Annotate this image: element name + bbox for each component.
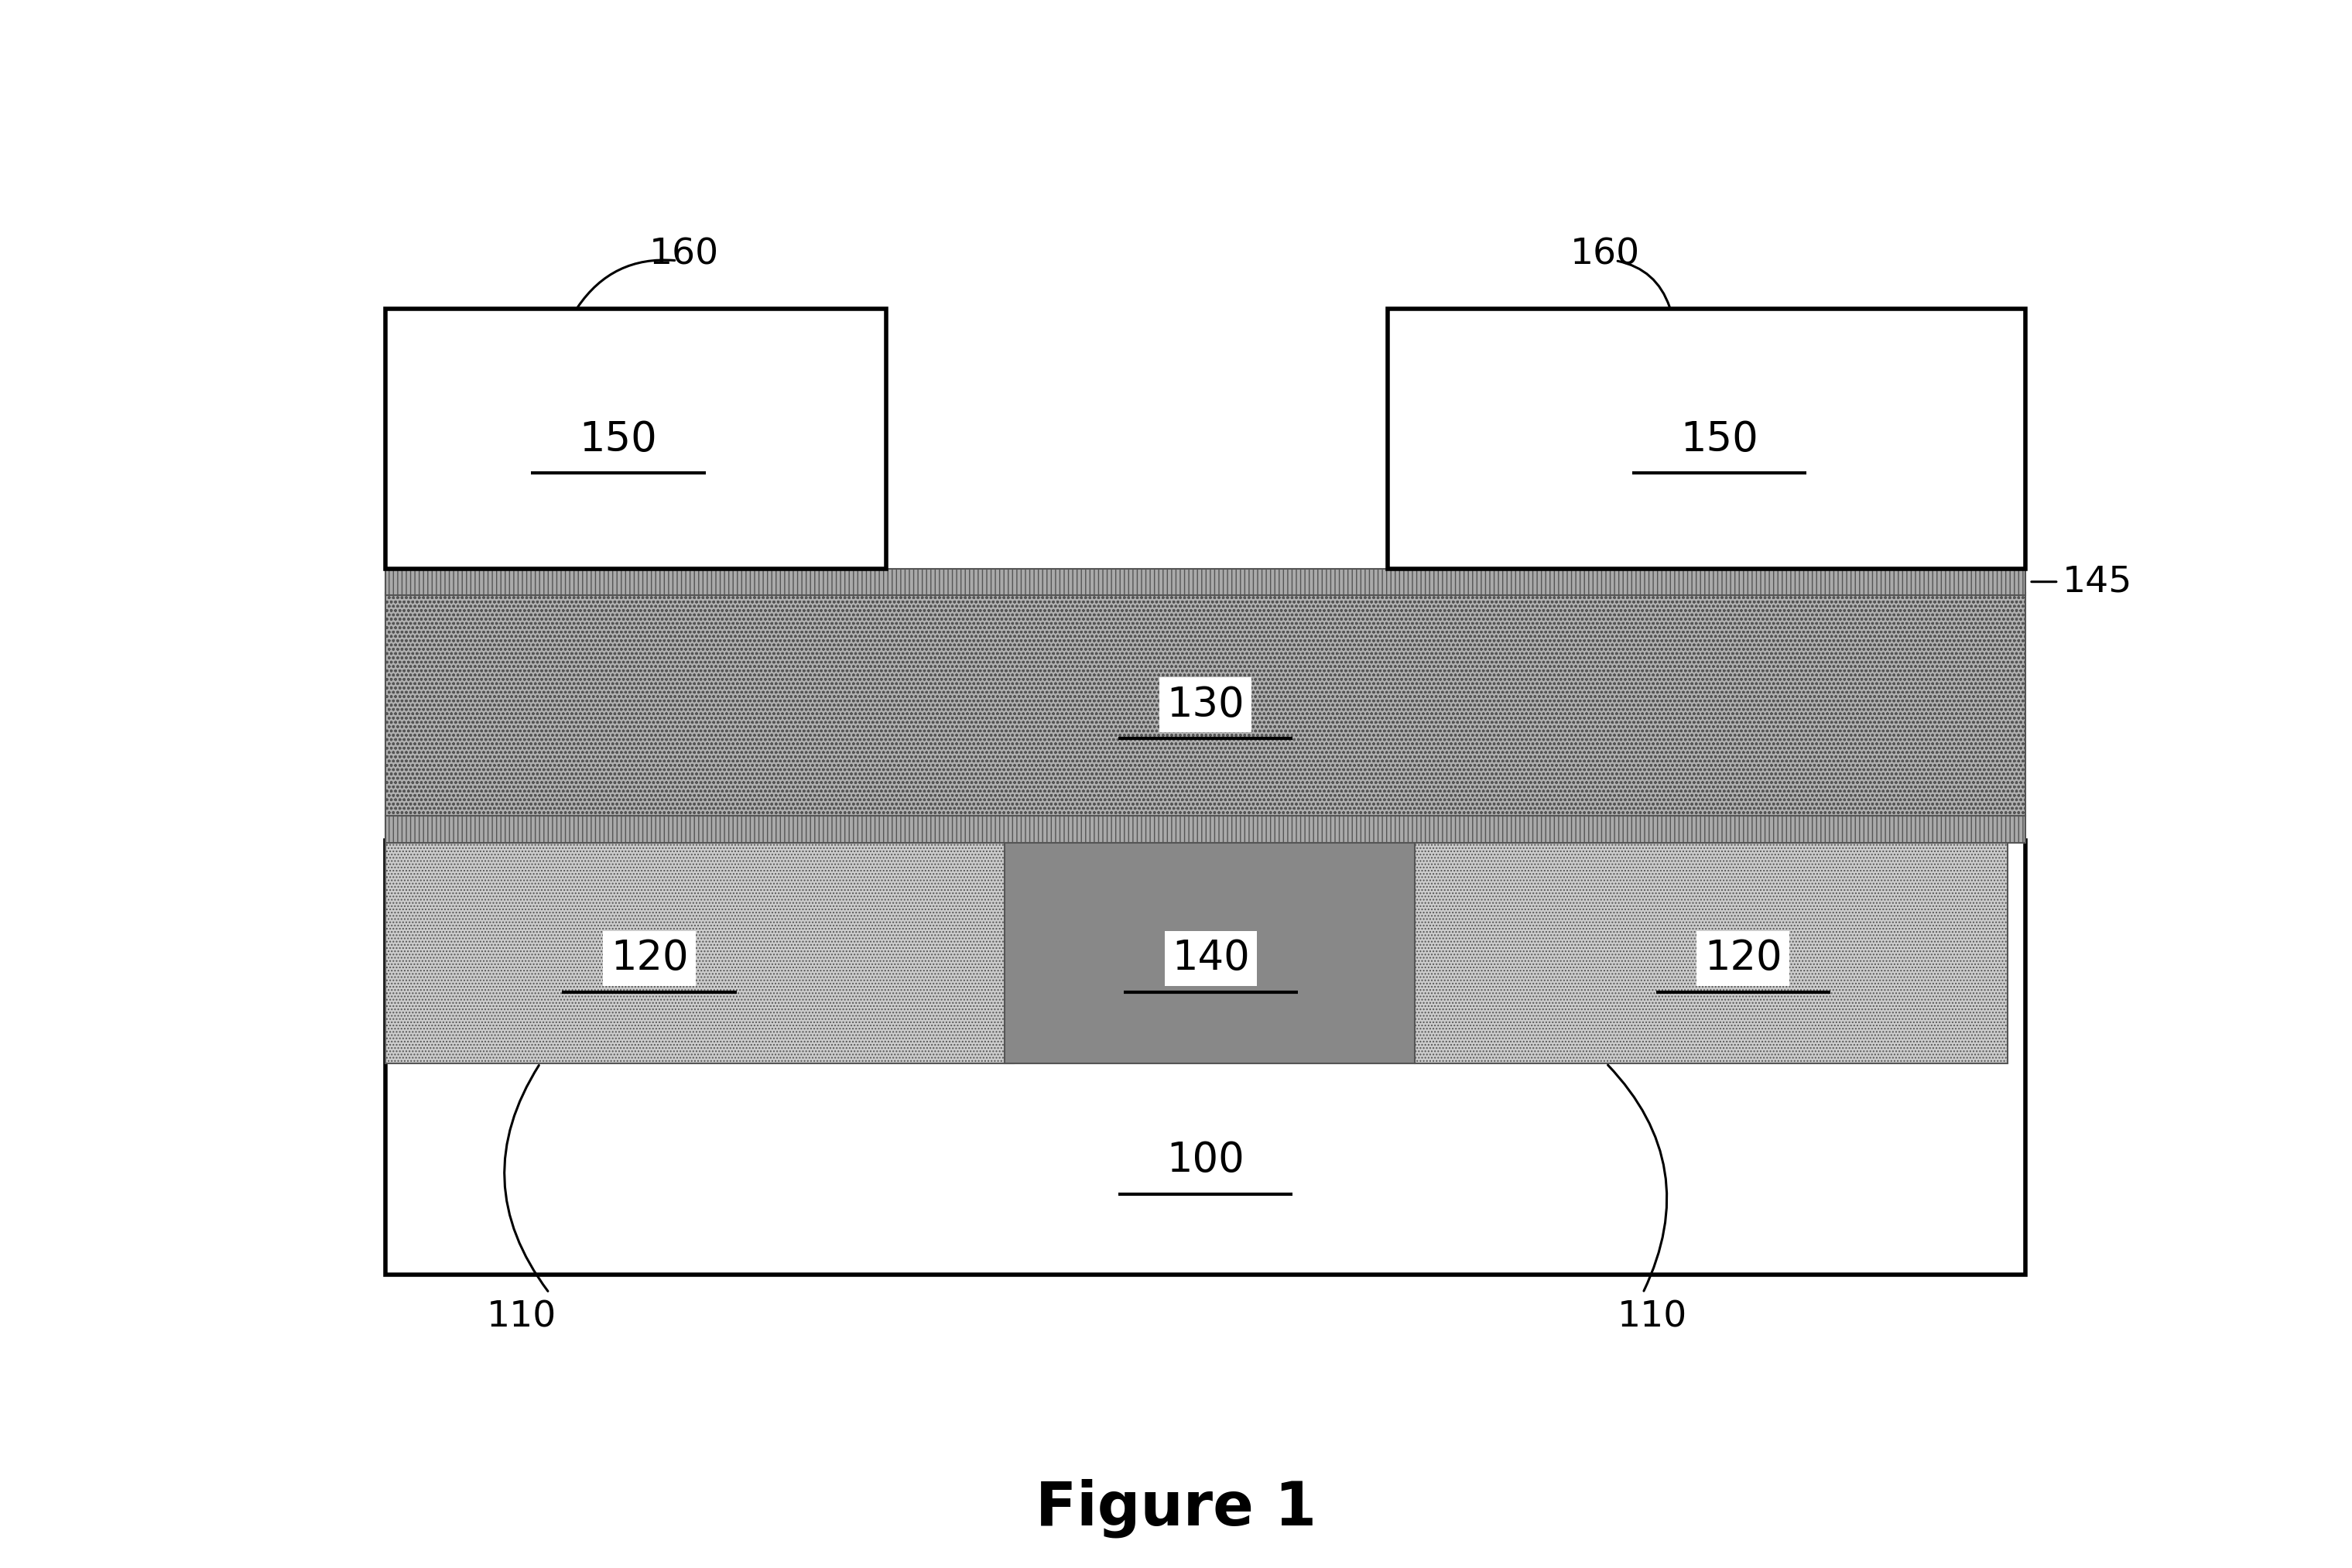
Bar bbox=[1416, 840, 2006, 1063]
Text: 110: 110 bbox=[487, 1300, 557, 1334]
Text: 130: 130 bbox=[1167, 685, 1244, 724]
Text: 150: 150 bbox=[1679, 419, 1759, 459]
Text: 145: 145 bbox=[2063, 564, 2131, 599]
Bar bbox=[386, 840, 1014, 1063]
Bar bbox=[386, 815, 2025, 842]
Text: 100: 100 bbox=[1167, 1140, 1244, 1181]
Text: 110: 110 bbox=[1618, 1300, 1686, 1334]
Text: 120: 120 bbox=[612, 938, 689, 978]
Bar bbox=[386, 569, 2025, 594]
Text: 160: 160 bbox=[1569, 237, 1639, 271]
Bar bbox=[386, 593, 2025, 815]
Text: 140: 140 bbox=[1171, 938, 1249, 978]
Bar bbox=[1388, 309, 2025, 569]
Text: 120: 120 bbox=[1705, 938, 1783, 978]
Bar bbox=[386, 840, 2025, 1275]
Bar bbox=[386, 309, 887, 569]
Text: 150: 150 bbox=[579, 419, 659, 459]
Text: 160: 160 bbox=[649, 237, 720, 271]
Text: Figure 1: Figure 1 bbox=[1035, 1479, 1317, 1538]
Bar bbox=[1004, 840, 1416, 1063]
